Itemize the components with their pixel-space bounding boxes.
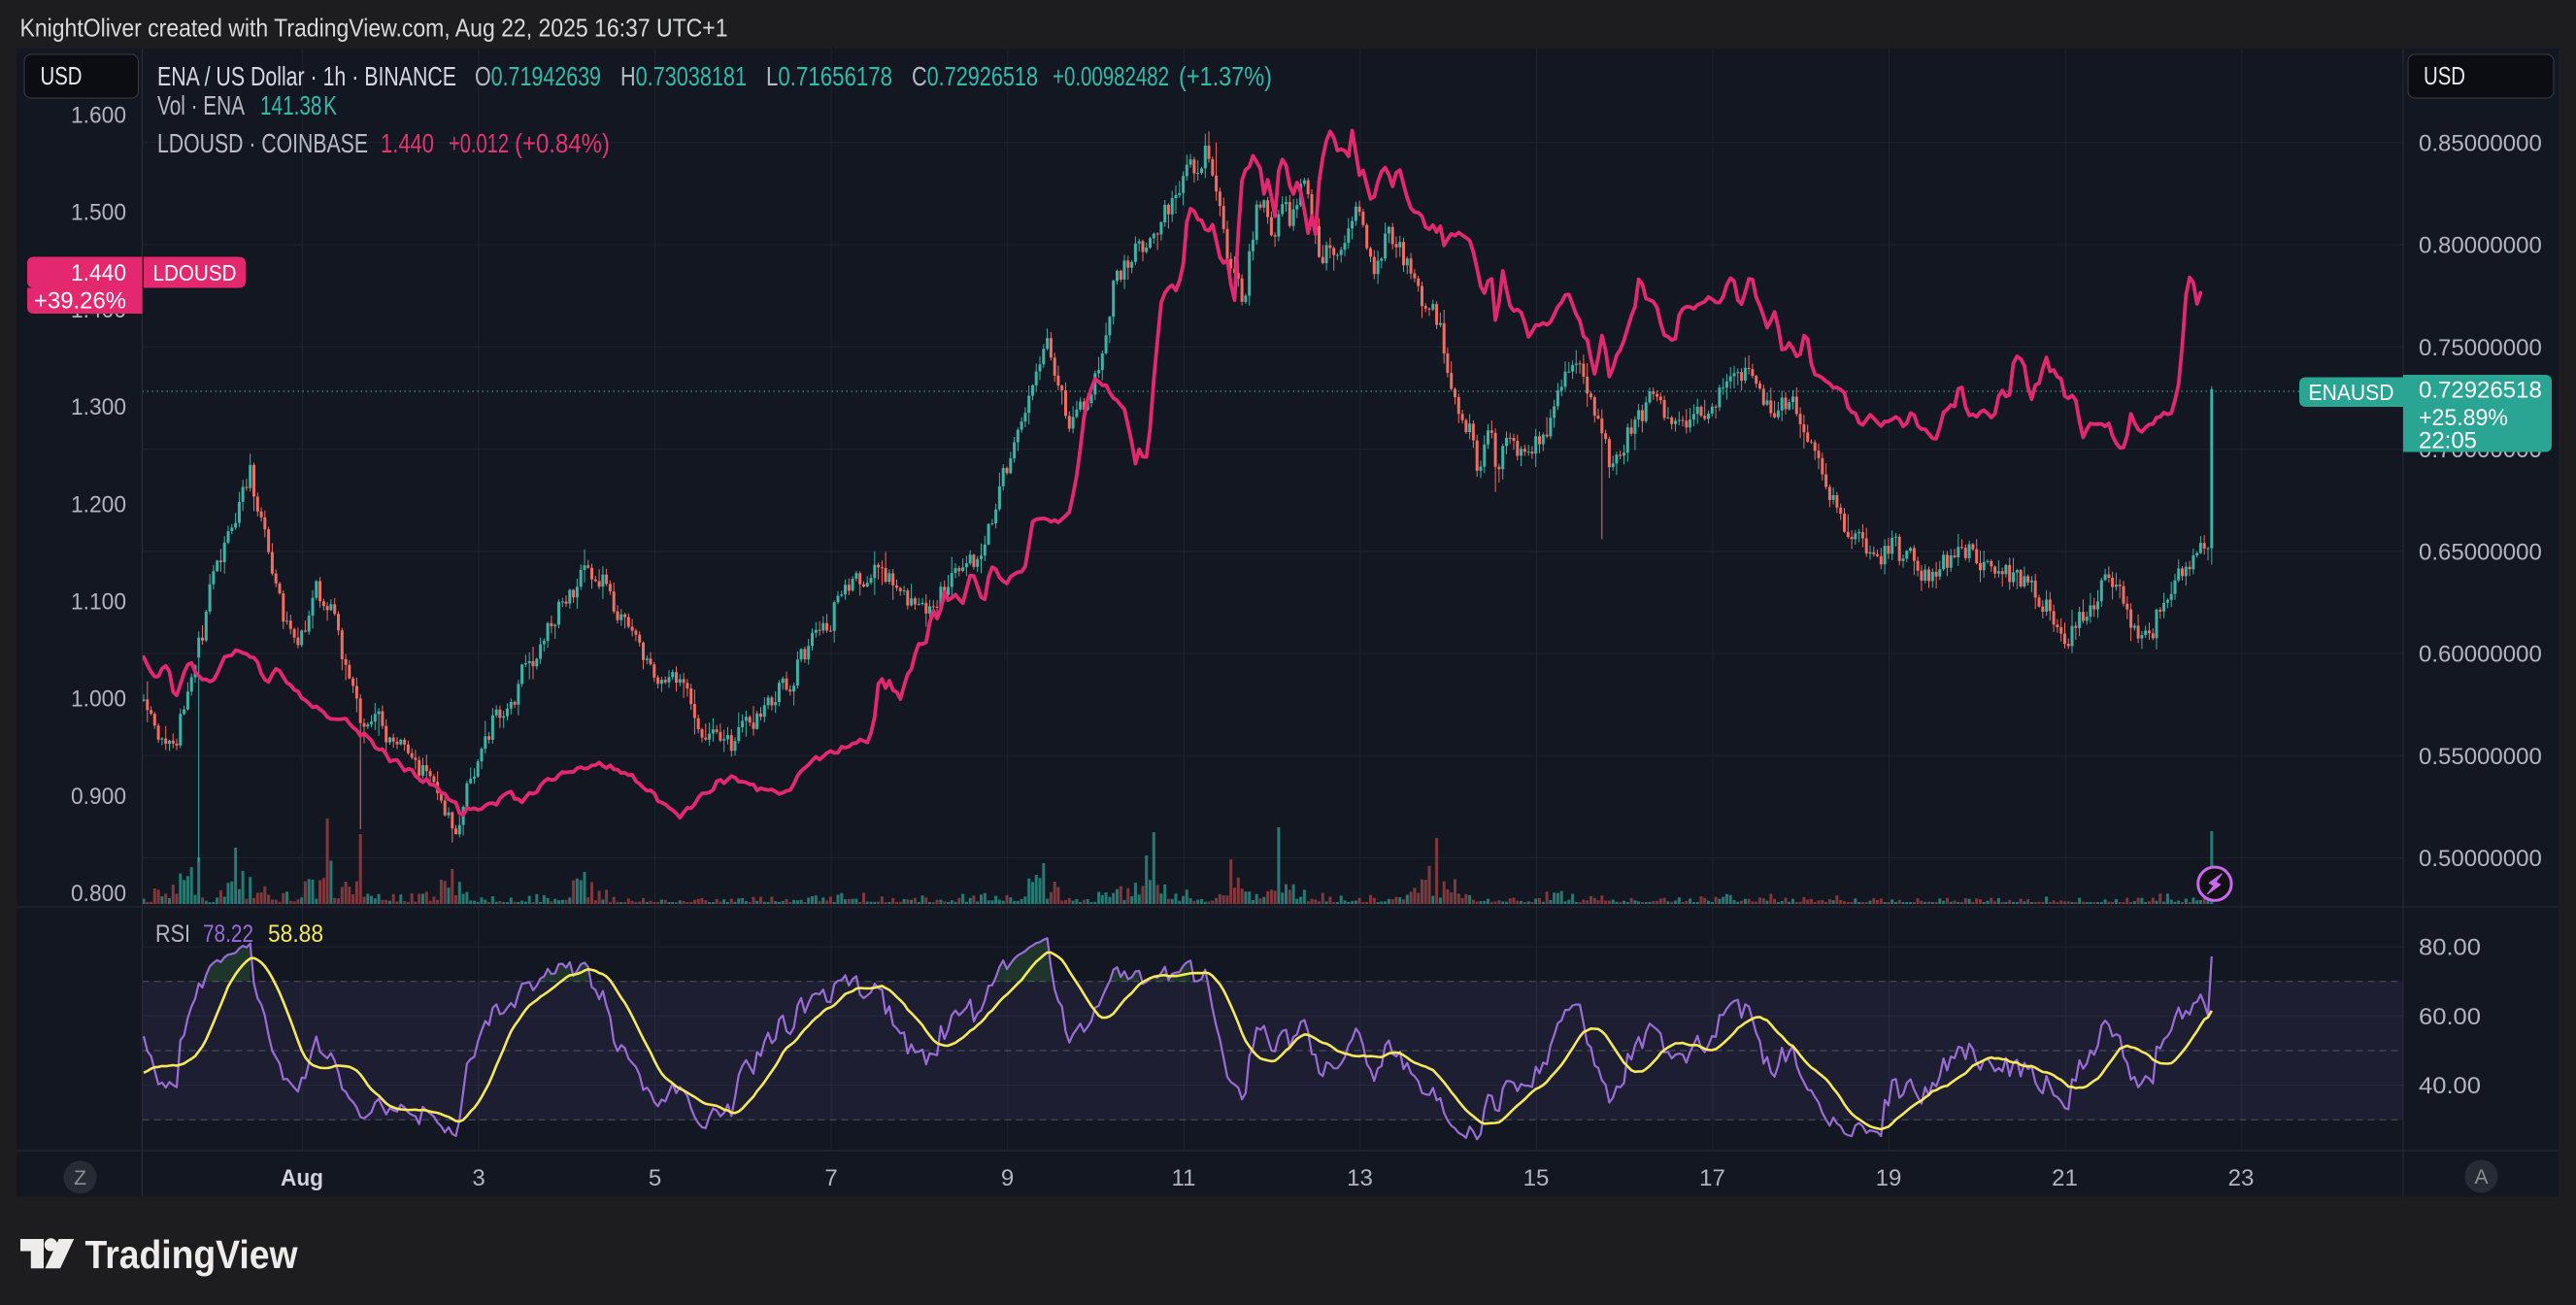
svg-text:O0.71942639: O0.71942639 (475, 61, 601, 91)
svg-text:1.000: 1.000 (71, 686, 126, 713)
svg-text:0.80000000: 0.80000000 (2419, 233, 2542, 259)
svg-text:60.00: 60.00 (2419, 1004, 2481, 1030)
svg-text:7: 7 (824, 1165, 837, 1191)
svg-text:0.50000000: 0.50000000 (2419, 846, 2542, 872)
svg-text:15: 15 (1523, 1165, 1550, 1191)
svg-text:0.55000000: 0.55000000 (2419, 744, 2542, 770)
svg-text:11: 11 (1172, 1165, 1196, 1191)
svg-text:LDOUSD · COINBASE: LDOUSD · COINBASE (157, 128, 368, 158)
svg-text:(+1.37%): (+1.37%) (1179, 61, 1272, 91)
svg-text:(+0.84%): (+0.84%) (515, 128, 610, 158)
svg-text:0.72926518: 0.72926518 (2419, 378, 2542, 404)
svg-text:+0.00982482: +0.00982482 (1053, 61, 1169, 91)
svg-text:1.440: 1.440 (381, 128, 434, 158)
svg-text:13: 13 (1347, 1165, 1373, 1191)
svg-text:1.500: 1.500 (71, 200, 126, 226)
svg-text:0.60000000: 0.60000000 (2419, 642, 2542, 668)
svg-text:23: 23 (2228, 1165, 2255, 1191)
svg-text:40.00: 40.00 (2419, 1073, 2481, 1099)
svg-text:0.85000000: 0.85000000 (2419, 130, 2542, 156)
svg-text:ENA / US Dollar · 1h · BINANCE: ENA / US Dollar · 1h · BINANCE (157, 61, 456, 91)
svg-text:17: 17 (1699, 1165, 1725, 1191)
svg-text:58.88: 58.88 (268, 920, 323, 948)
svg-text:3: 3 (472, 1165, 485, 1191)
svg-text:141.38 K: 141.38 K (260, 90, 337, 120)
svg-text:USD: USD (41, 61, 83, 90)
svg-text:5: 5 (649, 1165, 661, 1191)
svg-text:1.200: 1.200 (71, 491, 126, 518)
svg-text:1.440: 1.440 (71, 260, 126, 286)
svg-text:ENAUSD: ENAUSD (2309, 380, 2394, 405)
svg-text:RSI: RSI (155, 920, 190, 948)
svg-text:0.900: 0.900 (71, 784, 126, 810)
svg-text:+39.26%: +39.26% (34, 288, 126, 315)
svg-text:0.800: 0.800 (71, 881, 126, 907)
svg-text:1.600: 1.600 (71, 103, 126, 129)
svg-text:9: 9 (1001, 1165, 1014, 1191)
svg-text:1.300: 1.300 (71, 394, 126, 420)
svg-text:+25.89%: +25.89% (2419, 405, 2508, 431)
svg-text:Z: Z (74, 1167, 86, 1189)
svg-text:L0.71656178: L0.71656178 (766, 61, 892, 91)
svg-text:80.00: 80.00 (2419, 935, 2481, 961)
svg-text:TradingView: TradingView (85, 1232, 298, 1277)
svg-text:Aug: Aug (281, 1165, 323, 1191)
svg-text:19: 19 (1876, 1165, 1902, 1191)
svg-text:22:05: 22:05 (2419, 428, 2477, 454)
svg-text:H0.73038181: H0.73038181 (620, 61, 747, 91)
svg-text:A: A (2474, 1166, 2488, 1188)
svg-text:KnightOliver created with Trad: KnightOliver created with TradingView.co… (20, 14, 728, 43)
svg-text:0.75000000: 0.75000000 (2419, 335, 2542, 361)
svg-text:78.22: 78.22 (203, 920, 253, 948)
svg-text:1.100: 1.100 (71, 589, 126, 616)
svg-text:0.65000000: 0.65000000 (2419, 539, 2542, 565)
svg-text:C0.72926518: C0.72926518 (912, 61, 1038, 91)
svg-text:+0.012: +0.012 (449, 128, 509, 158)
svg-text:LDOUSD: LDOUSD (153, 260, 237, 285)
svg-text:USD: USD (2424, 61, 2465, 90)
svg-text:21: 21 (2052, 1165, 2078, 1191)
svg-text:Vol · ENA: Vol · ENA (157, 90, 245, 120)
